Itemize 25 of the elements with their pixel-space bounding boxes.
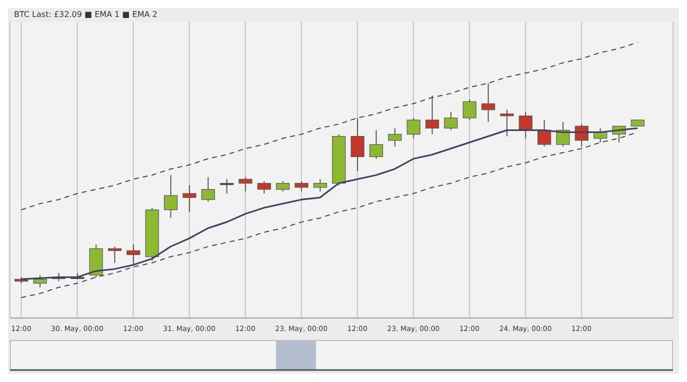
- candlestick: [33, 274, 47, 288]
- candlestick: [257, 180, 271, 194]
- candlestick: [220, 178, 234, 194]
- candlestick: [556, 122, 570, 148]
- candlestick: [238, 176, 252, 192]
- candlestick: [388, 128, 402, 148]
- candlestick: [201, 176, 215, 202]
- candlestick: [369, 130, 384, 160]
- candlestick: [350, 117, 364, 172]
- candlestick: [276, 180, 290, 192]
- candlestick: [444, 111, 458, 131]
- candlestick: [481, 82, 496, 123]
- candlestick: [294, 180, 308, 192]
- candlestick: [126, 244, 140, 266]
- candlestick: [182, 184, 196, 212]
- candlestick: [518, 111, 532, 139]
- candlestick: [500, 109, 514, 137]
- text: BTC Last: £32.09 ■ EMA 1 ■ EMA 2: [14, 10, 158, 19]
- candlestick: [462, 99, 476, 120]
- candlestick: [164, 174, 178, 218]
- candlestick: [406, 117, 420, 139]
- candlestick: [425, 94, 440, 135]
- candlestick: [537, 119, 552, 148]
- candlestick: [313, 178, 327, 192]
- candlestick: [108, 246, 122, 264]
